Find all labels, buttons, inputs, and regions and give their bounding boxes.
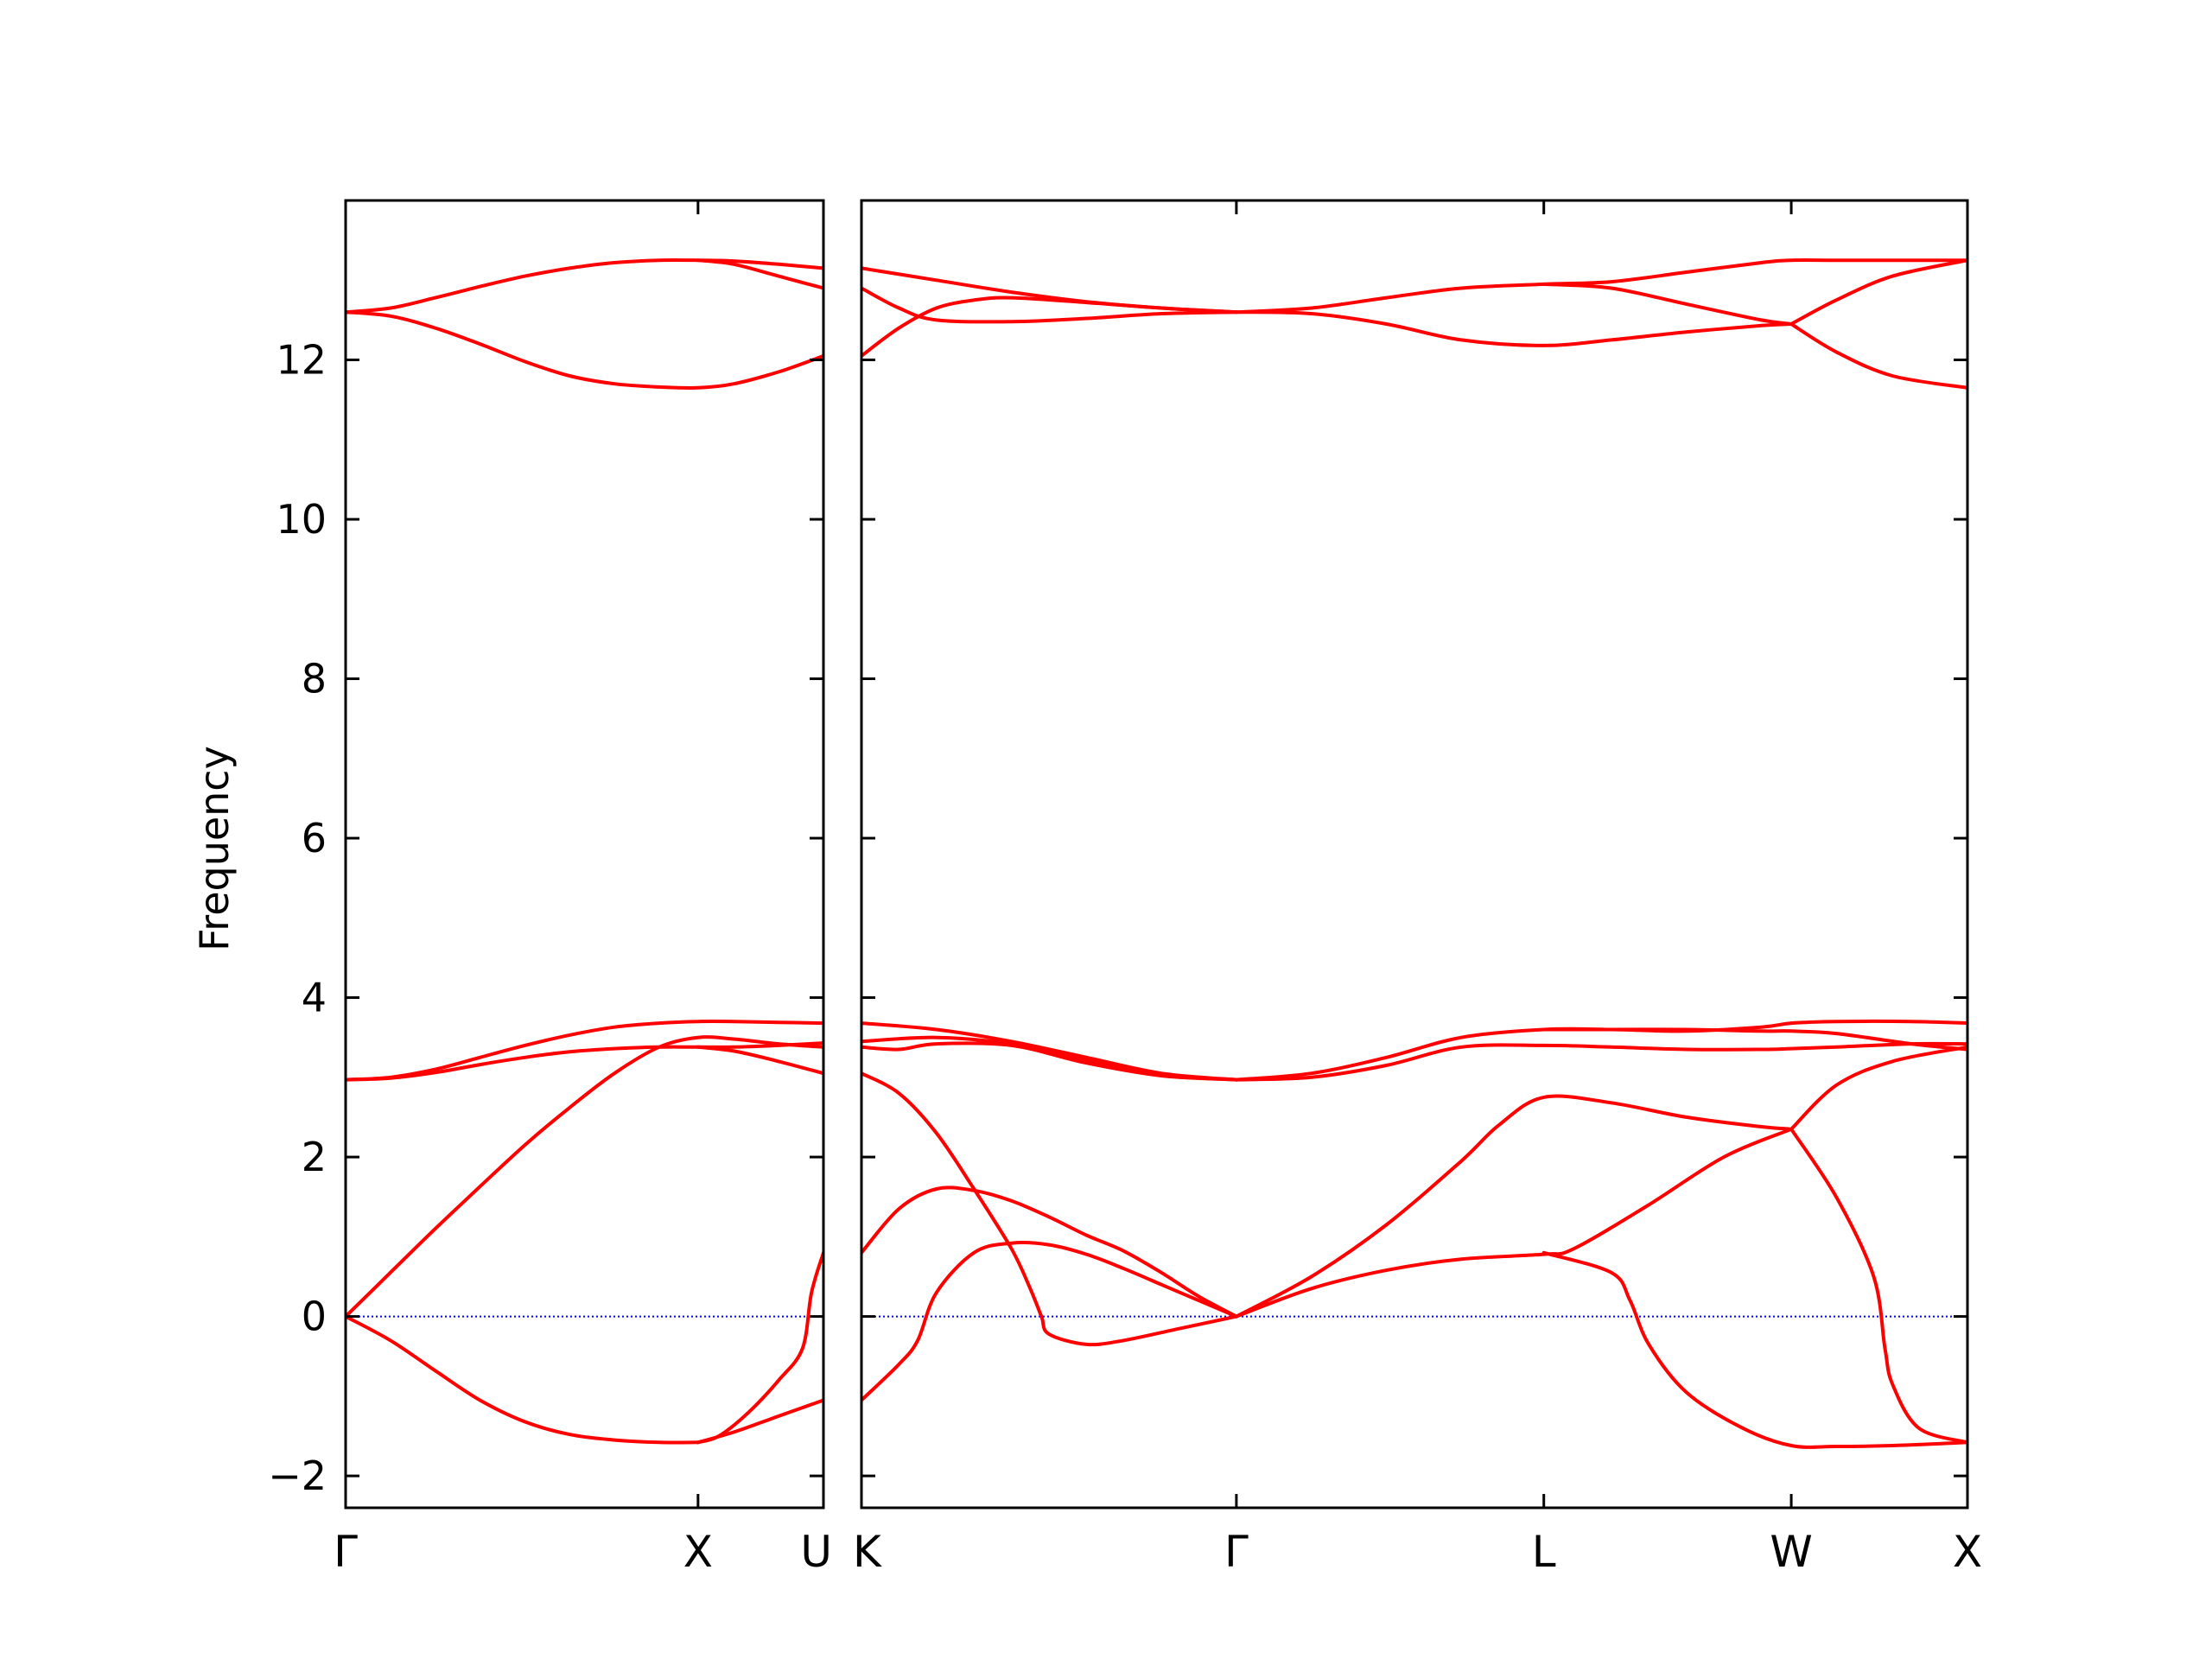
plot-panels: −2 0 2 4 6 8 10 12 Γ X U K Γ L W X	[268, 199, 1982, 1577]
band-line-2-18	[861, 1185, 1238, 1319]
x-tick-label-Γ: Γ	[334, 1527, 358, 1577]
band-line-2-7	[1789, 258, 1967, 326]
band-line-2-15	[861, 1071, 1238, 1347]
y-tick-label: 8	[302, 656, 327, 702]
y-axis-label: Frequency	[191, 746, 238, 951]
band-line-2-8	[1789, 322, 1967, 390]
band-line-2-16	[1234, 1094, 1794, 1319]
x-tick-label-K: K	[853, 1527, 882, 1577]
band-lines	[861, 257, 1967, 1449]
y-tick-label: 6	[302, 815, 327, 861]
band-line-2-13	[1234, 1041, 1967, 1082]
axes-frame	[344, 199, 825, 1510]
y-tick-label: 12	[276, 337, 327, 384]
axes-frame	[860, 199, 1969, 1510]
band-line-2-3	[861, 296, 1238, 358]
x-tick-label-L: L	[1532, 1527, 1556, 1577]
band-line-1-4	[346, 1020, 823, 1082]
band-line-1-10	[696, 1398, 823, 1445]
x-tick-label-X: X	[683, 1527, 713, 1577]
band-line-1-2	[346, 310, 823, 391]
band-line-2-22	[1789, 1045, 1967, 1131]
band-line-1-5	[346, 1041, 823, 1082]
band-line-1-8	[346, 1314, 700, 1445]
band-line-2-14	[1541, 1027, 1967, 1052]
y-tick-label: 0	[302, 1294, 327, 1340]
band-line-1-3	[696, 258, 823, 290]
y-tick-label: 2	[302, 1134, 327, 1180]
band-line-2-21	[1789, 1127, 1967, 1445]
band-line-2-4	[1234, 257, 1967, 315]
band-line-2-5	[1234, 310, 1794, 347]
band-line-1-1	[346, 257, 823, 315]
band-line-2-20	[1541, 1250, 1967, 1449]
band-line-1-7	[696, 1045, 823, 1076]
band-line-2-11	[861, 1041, 1238, 1082]
y-tick-label: −2	[268, 1452, 327, 1499]
x-tick-label-U: U	[800, 1527, 832, 1577]
y-tick-label: 10	[276, 496, 327, 543]
band-line-2-19	[861, 1241, 1238, 1402]
x-tick-label-W: W	[1770, 1527, 1812, 1577]
band-line-1-6	[346, 1035, 823, 1319]
x-tick-label-Γ: Γ	[1224, 1527, 1249, 1577]
band-line-2-2	[861, 286, 1238, 324]
band-line-2-6	[1541, 282, 1794, 326]
panel-1: −2 0 2 4 6 8 10 12 Γ X U	[268, 199, 832, 1577]
band-lines	[346, 257, 823, 1445]
y-tick-label: 4	[302, 975, 327, 1021]
x-tick-label-X: X	[1953, 1527, 1982, 1577]
